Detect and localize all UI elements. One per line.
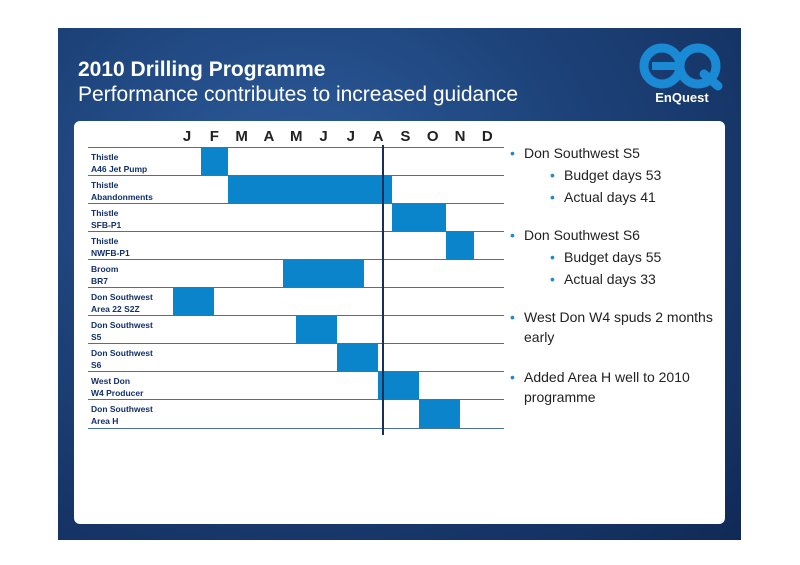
bullet-text: Don Southwest S5 — [524, 145, 640, 161]
bullet-text: Actual days 41 — [564, 189, 656, 205]
task-bar — [337, 344, 379, 372]
task-bar — [391, 204, 447, 232]
gantt-row: Thistle SFB-P1 — [88, 203, 504, 232]
slide-subtitle: Performance contributes to increased gui… — [78, 83, 519, 106]
task-label: Thistle NWFB-P1 — [91, 236, 130, 258]
bullet-text: West Don W4 spuds 2 months early — [524, 309, 713, 345]
gantt-row: Thistle A46 Jet Pump — [88, 147, 504, 176]
gantt-row: Don Southwest S5 — [88, 315, 504, 344]
gantt-row: Don Southwest Area 22 S2Z — [88, 287, 504, 316]
slide-title: 2010 Drilling Programme — [78, 58, 326, 81]
current-date-marker — [382, 145, 384, 435]
bullet-sub: • Actual days 41 — [550, 187, 714, 207]
month-label: M — [235, 128, 248, 145]
bullet-dot-icon: • — [550, 189, 555, 205]
bullet-main: • Don Southwest S5 — [510, 143, 714, 163]
bullet-dot-icon: • — [510, 369, 515, 385]
task-label: Don Southwest Area H — [91, 404, 153, 426]
bullet-dot-icon: • — [510, 309, 515, 325]
task-bar — [173, 288, 215, 316]
month-label: F — [209, 128, 219, 145]
bullet-text: Actual days 33 — [564, 271, 656, 287]
month-label: D — [481, 128, 493, 145]
bullet-main: • Don Southwest S6 — [510, 225, 714, 245]
gantt-row: Broom BR7 — [88, 259, 504, 288]
bullet-text: Don Southwest S6 — [524, 227, 640, 243]
month-label: A — [263, 128, 275, 145]
slide-background: 2010 Drilling Programme Performance cont… — [58, 28, 741, 540]
task-bar — [227, 176, 392, 204]
task-bar — [446, 232, 474, 260]
bullet-main: • Added Area H well to 2010 programme — [510, 367, 714, 407]
task-label: Broom BR7 — [91, 264, 119, 286]
bullet-text: Budget days 55 — [564, 249, 662, 265]
bullet-text: Budget days 53 — [564, 167, 662, 183]
gantt-row: Thistle Abandonments — [88, 175, 504, 204]
task-label: Don Southwest Area 22 S2Z — [91, 292, 153, 314]
bullet-dot-icon: • — [550, 271, 555, 287]
bullet-dot-icon: • — [550, 167, 555, 183]
month-label: A — [372, 128, 384, 145]
month-label: N — [454, 128, 466, 145]
bullet-dot-icon: • — [510, 227, 515, 243]
month-label: S — [400, 128, 411, 145]
bullet-dot-icon: • — [510, 145, 515, 161]
task-bar — [200, 148, 228, 176]
task-label: West Don W4 Producer — [91, 376, 144, 398]
bullet-sub: • Budget days 53 — [550, 165, 714, 185]
logo-text: EnQuest — [655, 90, 709, 105]
month-label: M — [289, 128, 303, 145]
month-label: J — [319, 128, 328, 145]
gantt-row: Don Southwest Area H — [88, 399, 504, 429]
month-label: J — [182, 128, 192, 145]
enquest-logo: EnQuest — [639, 43, 723, 105]
bullet-main: • West Don W4 spuds 2 months early — [510, 307, 714, 347]
bullet-sub: • Actual days 33 — [550, 269, 714, 289]
bullet-dot-icon: • — [550, 249, 555, 265]
bullet-sub: • Budget days 55 — [550, 247, 714, 267]
bullet-text: Added Area H well to 2010 programme — [524, 369, 690, 405]
task-bar — [378, 372, 420, 400]
logo-mark-icon: EnQuest — [639, 43, 723, 105]
task-label: Thistle SFB-P1 — [91, 208, 122, 230]
task-bar — [282, 260, 365, 288]
month-label: O — [426, 128, 439, 145]
task-bar — [419, 400, 460, 428]
gantt-row: Thistle NWFB-P1 — [88, 231, 504, 260]
task-label: Don Southwest S6 — [91, 348, 153, 370]
task-label: Thistle Abandonments — [91, 180, 153, 202]
gantt-row: West Don W4 Producer — [88, 371, 504, 400]
month-label: J — [346, 128, 355, 145]
task-label: Thistle A46 Jet Pump — [91, 152, 148, 174]
task-bar — [296, 316, 338, 344]
gantt-row: Don Southwest S6 — [88, 343, 504, 372]
task-label: Don Southwest S5 — [91, 320, 153, 342]
